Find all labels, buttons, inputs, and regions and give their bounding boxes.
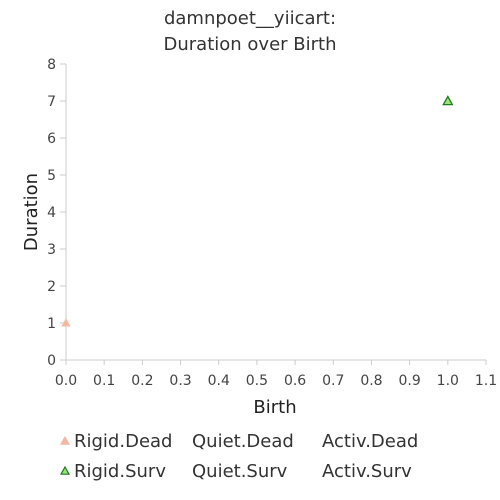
x-tick-label: 0.1 xyxy=(93,373,115,389)
x-tick-label: 0.6 xyxy=(284,373,306,389)
y-tick-label: 1 xyxy=(47,316,56,332)
legend: Rigid.Dead Quiet.Dead Activ.Dead Rigid.Surv… xyxy=(59,431,418,482)
chart-title-line-1: damnpoet__yiicart: xyxy=(164,8,336,29)
x-tick-label: 0.7 xyxy=(322,373,344,389)
y-tick-label: 6 xyxy=(47,131,56,147)
x-tick-label: 0.8 xyxy=(360,373,382,389)
x-tick-label: 0.4 xyxy=(208,373,230,389)
legend-marker xyxy=(59,465,71,475)
legend-label: Rigid.Dead xyxy=(74,431,172,452)
y-tick-label: 0 xyxy=(47,353,56,369)
legend-label: Activ.Surv xyxy=(322,461,412,482)
y-tick-label: 5 xyxy=(47,168,56,184)
data-point-rigid-dead xyxy=(61,318,71,327)
legend-label: Rigid.Surv xyxy=(74,461,166,482)
legend-label: Quiet.Surv xyxy=(192,461,288,482)
y-axis-title: Duration xyxy=(21,173,42,251)
legend-item-activ-surv: Activ.Surv xyxy=(322,461,412,482)
x-tick-label: 0.0 xyxy=(55,373,77,389)
plot-area: 0.0 0.1 0.2 0.3 0.4 0.5 0.6 0.7 0.8 0.9 1.0 1.1 0 1 2… xyxy=(47,57,497,389)
x-tick-label: 0.2 xyxy=(131,373,153,389)
x-tick-label: 0.3 xyxy=(169,373,191,389)
y-tick-label: 8 xyxy=(47,57,56,73)
y-tick-label: 4 xyxy=(47,205,56,221)
x-tick-label: 1.0 xyxy=(437,373,459,389)
data-points xyxy=(61,95,454,327)
y-tick-label: 7 xyxy=(47,94,56,110)
legend-item-rigid-surv: Rigid.Surv xyxy=(59,461,166,482)
legend-item-quiet-dead: Quiet.Dead xyxy=(192,431,294,452)
legend-label: Quiet.Dead xyxy=(192,431,294,452)
x-tick-label: 1.1 xyxy=(475,373,497,389)
y-tick-label: 3 xyxy=(47,242,56,258)
chart-title: damnpoet__yiicart: Duration over Birth xyxy=(164,8,337,55)
x-tick-label: 0.5 xyxy=(246,373,268,389)
y-axis-ticks: 0 1 2 3 4 5 6 7 8 xyxy=(47,57,66,369)
x-axis-ticks: 0.0 0.1 0.2 0.3 0.4 0.5 0.6 0.7 0.8 0.9 1.0 1.1 xyxy=(55,360,497,389)
x-tick-label: 0.9 xyxy=(399,373,421,389)
x-axis-title: Birth xyxy=(253,397,296,418)
legend-item-quiet-surv: Quiet.Surv xyxy=(192,461,288,482)
legend-item-rigid-dead: Rigid.Dead xyxy=(59,431,172,452)
legend-label: Activ.Dead xyxy=(322,431,418,452)
legend-item-activ-dead: Activ.Dead xyxy=(322,431,418,452)
data-point-rigid-surv xyxy=(442,95,454,106)
chart-title-line-2: Duration over Birth xyxy=(164,34,337,55)
y-tick-label: 2 xyxy=(47,279,56,295)
legend-marker xyxy=(59,435,71,445)
